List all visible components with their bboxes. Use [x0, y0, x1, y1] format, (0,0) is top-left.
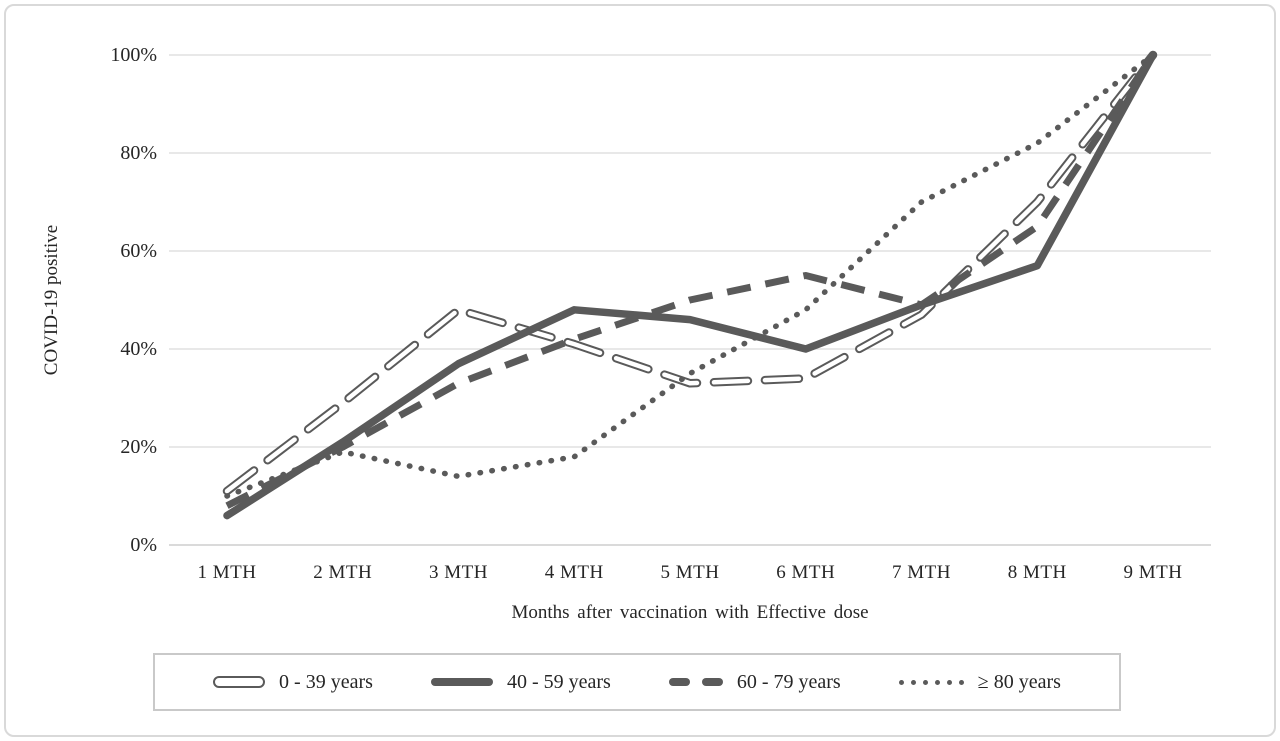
plot-area	[169, 50, 1211, 546]
series-line-0-39-years-inner	[224, 52, 1156, 494]
x-tick-label: 2 MTH	[313, 562, 373, 583]
x-tick-label: 5 MTH	[660, 562, 720, 583]
y-tick-label: 60%	[120, 240, 157, 262]
legend-label: ≥ 80 years	[977, 670, 1061, 693]
legend-marker-open-dash	[213, 676, 266, 688]
y-tick-label: 80%	[120, 142, 157, 164]
x-tick-label: 8 MTH	[1007, 562, 1067, 583]
x-tick-label: 1 MTH	[197, 562, 257, 583]
y-tick-label: 100%	[110, 44, 157, 66]
legend-box: 0 - 39 years 40 - 59 years 60 - 79 years…	[153, 653, 1121, 711]
legend-entry-40-59: 40 - 59 years	[430, 670, 611, 694]
y-tick-label: 20%	[120, 436, 157, 458]
legend-entry-80-plus: ≥ 80 years	[898, 670, 1061, 694]
series-line-40-59-years	[223, 51, 1157, 520]
x-tick-label: 4 MTH	[544, 562, 604, 583]
legend-label: 0 - 39 years	[279, 670, 373, 693]
legend-label: 40 - 59 years	[506, 670, 611, 693]
x-tick-label: 7 MTH	[892, 562, 951, 583]
y-tick-label: 40%	[120, 338, 157, 360]
legend-marker-dotted-line	[898, 679, 964, 685]
legend-entry-0-39: 0 - 39 years	[213, 671, 373, 694]
x-axis-title: Months after vaccination with Effective …	[511, 602, 869, 623]
y-axis-title: COVID-19 positive	[41, 224, 62, 376]
legend-marker-solid-line	[430, 678, 493, 686]
x-tick-label: 3 MTH	[429, 562, 488, 583]
legend-entry-60-79: 60 - 79 years	[668, 670, 841, 694]
legend-marker-dashed-line	[668, 678, 723, 686]
legend-label: 60 - 79 years	[736, 670, 841, 693]
x-tick-label: 6 MTH	[776, 562, 836, 583]
y-tick-label: 0%	[130, 534, 157, 556]
x-tick-label: 9 MTH	[1123, 562, 1183, 583]
series-line-60-79-years	[225, 53, 1156, 509]
series-line-80-years	[224, 52, 1156, 499]
